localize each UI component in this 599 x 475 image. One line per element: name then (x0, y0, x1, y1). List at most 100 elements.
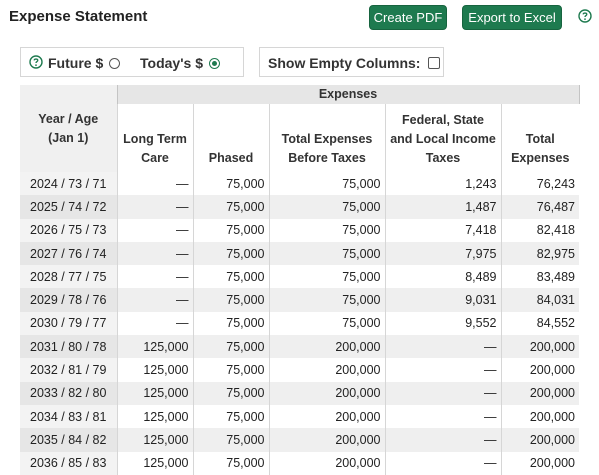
table-row: 2035 / 84 / 82 125,000 75,000 200,000—200,0… (20, 428, 579, 452)
table-cell: 75,000 (192, 195, 269, 219)
year-age-cell: 2034 / 83 / 81 (20, 404, 117, 429)
table-row: 2026 / 75 / 73—75,000 75,000 7,418 82,418 (20, 218, 579, 242)
table-cell: 75,000 (268, 265, 385, 289)
expense-table-body: 2024 / 73 / 71—75,000 75,000 1,243 76,243 20… (20, 172, 579, 475)
table-cell: 75,000 (192, 172, 269, 196)
table-cell: 82,418 (500, 218, 579, 242)
table-cell: 75,000 (192, 311, 269, 336)
table-row: 2028 / 77 / 75—75,000 75,000 8,489 83,489 (20, 265, 579, 289)
table-row: 2033 / 82 / 80 125,000 75,000 200,000—200,0… (20, 381, 579, 405)
expenses-group-header: Expenses (116, 85, 580, 104)
year-age-cell: 2030 / 79 / 77 (20, 311, 117, 336)
table-cell: 75,000 (192, 451, 269, 475)
table-cell: 75,000 (192, 358, 269, 382)
table-cell: 200,000 (268, 404, 385, 429)
table-row: 2029 / 78 / 76—75,000 75,000 9,031 84,031 (20, 288, 579, 312)
table-cell: 200,000 (268, 428, 385, 452)
year-age-cell: 2035 / 84 / 82 (20, 428, 117, 452)
column-header-line: and Local Income (390, 132, 496, 146)
table-cell: 125,000 (116, 451, 193, 475)
column-header-line: Long Term (123, 132, 187, 146)
column-header-line: Total (525, 132, 555, 146)
column-header-line: Federal, State (402, 113, 484, 127)
table-row: 2025 / 74 / 72—75,000 75,000 1,487 76,487 (20, 195, 579, 219)
dollar-basis-options: Future $ Today's $ (20, 47, 244, 77)
table-row: 2024 / 73 / 71—75,000 75,000 1,243 76,243 (20, 172, 579, 196)
table-cell: 9,552 (384, 311, 501, 336)
table-cell: 200,000 (500, 404, 579, 429)
table-cell: 125,000 (116, 381, 193, 405)
table-cell: 75,000 (192, 381, 269, 405)
table-cell: 75,000 (268, 241, 385, 266)
column-header-total-expenses: Total Expenses (500, 104, 579, 172)
table-cell: 1,487 (384, 195, 501, 219)
year-age-cell: 2024 / 73 / 71 (20, 172, 117, 196)
table-cell: 75,000 (268, 195, 385, 219)
table-cell: — (116, 288, 193, 312)
table-cell: — (384, 335, 501, 359)
table-cell: 200,000 (500, 358, 579, 382)
todays-dollars-radio[interactable] (208, 57, 220, 69)
table-cell: 76,487 (500, 195, 579, 219)
expense-table-container: Year / Age (Jan 1) Expenses Long Term Ca… (20, 85, 580, 475)
table-row: 2031 / 80 / 78 125,000 75,000 200,000—200,0… (20, 335, 579, 359)
year-age-cell: 2025 / 74 / 72 (20, 195, 117, 219)
table-cell: — (116, 265, 193, 289)
table-row: 2027 / 76 / 74—75,000 75,000 7,975 82,975 (20, 241, 579, 266)
table-cell: 200,000 (500, 428, 579, 452)
table-row: 2036 / 85 / 83 125,000 75,000 200,000—200,0… (20, 451, 579, 475)
table-cell: 75,000 (268, 288, 385, 312)
create-pdf-button[interactable]: Create PDF (369, 5, 447, 30)
table-cell: 7,975 (384, 241, 501, 266)
year-age-cell: 2033 / 82 / 80 (20, 381, 117, 405)
table-cell: 8,489 (384, 265, 501, 289)
export-excel-button[interactable]: Export to Excel (462, 5, 562, 30)
dollar-basis-help-icon[interactable] (29, 55, 43, 69)
column-header-long-term-care: Long Term Care (116, 104, 193, 172)
future-dollars-option[interactable]: Future $ (48, 55, 121, 71)
table-cell: 75,000 (192, 404, 269, 429)
column-header-line: Taxes (425, 151, 461, 165)
table-cell: — (384, 358, 501, 382)
column-header-total-before-taxes: Total Expenses Before Taxes (268, 104, 385, 172)
help-circle-icon[interactable] (578, 9, 592, 23)
show-empty-columns-checkbox[interactable] (428, 57, 441, 69)
future-dollars-radio[interactable] (109, 57, 121, 69)
column-header-line: Before Taxes (288, 151, 366, 165)
expense-table: Year / Age (Jan 1) Expenses Long Term Ca… (20, 85, 580, 475)
table-cell: 200,000 (268, 381, 385, 405)
year-age-cell: 2027 / 76 / 74 (20, 241, 117, 266)
table-cell: 200,000 (268, 358, 385, 382)
column-header-phased: Phased (192, 104, 269, 172)
year-age-cell: 2036 / 85 / 83 (20, 451, 117, 475)
page-title: Expense Statement (9, 8, 148, 25)
table-cell: 75,000 (192, 241, 269, 266)
table-cell: 1,243 (384, 172, 501, 196)
table-cell: — (384, 428, 501, 452)
table-cell: 125,000 (116, 404, 193, 429)
table-cell: 75,000 (192, 218, 269, 242)
table-cell: 200,000 (500, 381, 579, 405)
table-cell: 75,000 (268, 172, 385, 196)
table-cell: 75,000 (192, 288, 269, 312)
table-cell: 125,000 (116, 335, 193, 359)
table-cell: 125,000 (116, 358, 193, 382)
column-header-line: Care (141, 151, 169, 165)
table-cell: 75,000 (192, 428, 269, 452)
table-cell: 75,000 (268, 311, 385, 336)
todays-dollars-option[interactable]: Today's $ (140, 55, 220, 71)
column-header-line: Phased (208, 151, 254, 165)
table-cell: 84,031 (500, 288, 579, 312)
show-empty-columns-label: Show Empty Columns: (268, 55, 421, 71)
future-dollars-label: Future $ (48, 55, 104, 71)
todays-dollars-label: Today's $ (140, 55, 203, 71)
table-cell: 82,975 (500, 241, 579, 266)
show-empty-columns-toggle[interactable]: Show Empty Columns: (268, 55, 441, 71)
table-cell: — (116, 311, 193, 336)
table-cell: — (116, 241, 193, 266)
column-header-line: Total Expenses (281, 132, 373, 146)
table-cell: 76,243 (500, 172, 579, 196)
table-cell: 75,000 (192, 265, 269, 289)
column-header-line: (Jan 1) (48, 130, 89, 145)
table-cell: — (384, 451, 501, 475)
